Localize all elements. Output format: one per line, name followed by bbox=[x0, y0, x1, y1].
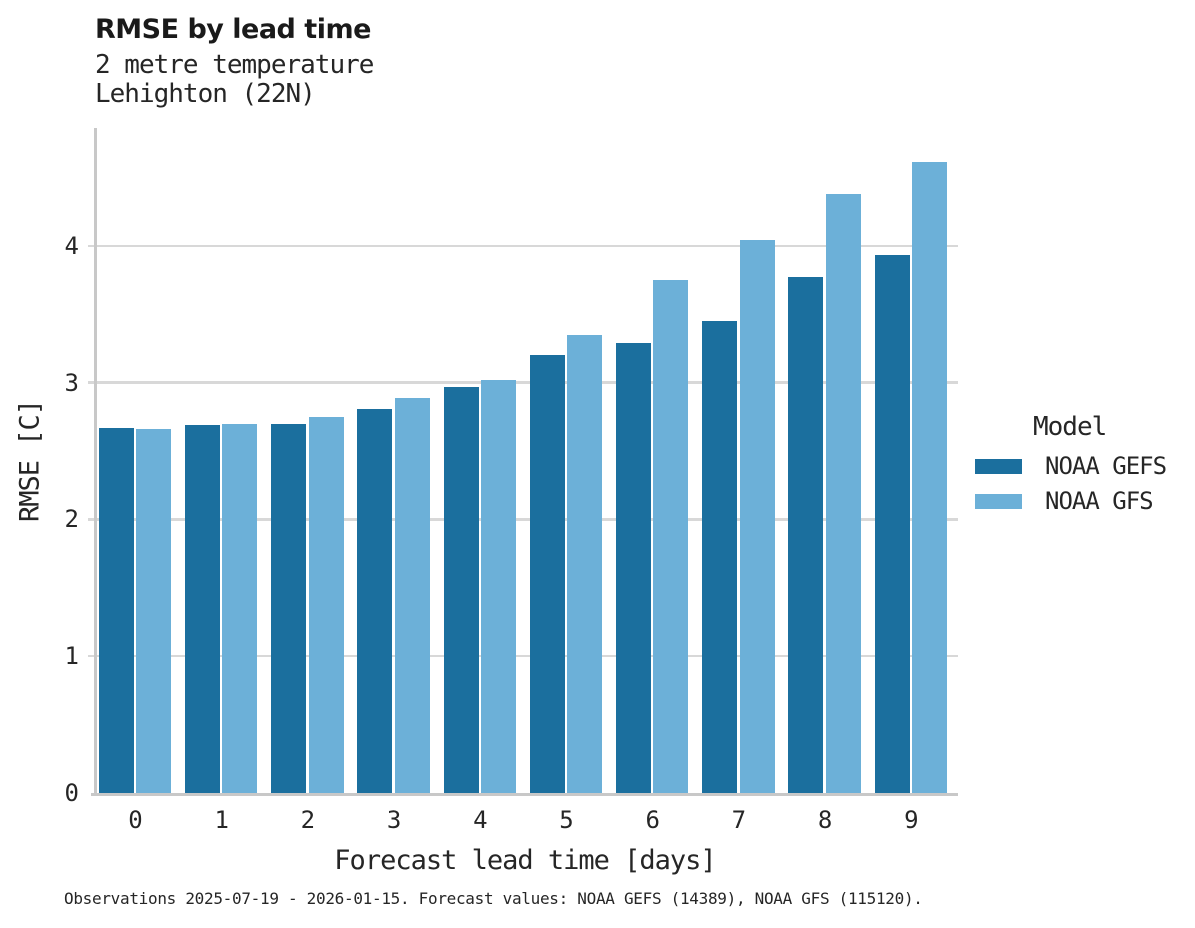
x-tick-label-0: 0 bbox=[128, 806, 142, 834]
bar-noaa-gefs-lead-1 bbox=[184, 425, 220, 793]
bar-noaa-gefs-lead-7 bbox=[702, 321, 738, 793]
bar-noaa-gfs-lead-7 bbox=[739, 240, 775, 793]
bar-noaa-gefs-lead-6 bbox=[615, 342, 651, 793]
gridline-y-1 bbox=[88, 654, 958, 658]
bar-noaa-gfs-lead-8 bbox=[825, 193, 861, 793]
bar-noaa-gfs-lead-1 bbox=[222, 423, 258, 793]
caption: Observations 2025-07-19 - 2026-01-15. Fo… bbox=[64, 889, 923, 908]
legend-entries: NOAA GEFS NOAA GFS bbox=[975, 452, 1195, 515]
bar-noaa-gefs-lead-9 bbox=[874, 255, 910, 793]
y-axis-spine bbox=[94, 128, 97, 796]
legend-swatch-gfs bbox=[975, 493, 1022, 509]
bar-noaa-gefs-lead-0 bbox=[98, 427, 134, 793]
chart-subtitle-variable: 2 metre temperature bbox=[95, 50, 374, 80]
bar-noaa-gefs-lead-8 bbox=[788, 277, 824, 793]
bar-noaa-gfs-lead-6 bbox=[653, 280, 689, 793]
x-tick-label-3: 3 bbox=[386, 806, 401, 834]
x-tick-label-7: 7 bbox=[731, 806, 746, 834]
bar-noaa-gfs-lead-3 bbox=[394, 397, 430, 793]
bar-noaa-gfs-lead-4 bbox=[481, 379, 517, 793]
y-tick-label-1: 1 bbox=[64, 642, 79, 671]
legend-label: NOAA GEFS bbox=[1045, 452, 1167, 480]
bar-noaa-gefs-lead-3 bbox=[357, 408, 393, 793]
gridline-y-4 bbox=[88, 244, 958, 248]
y-tick-label-0: 0 bbox=[64, 779, 79, 807]
legend-entry-noaa-gfs: NOAA GFS bbox=[975, 487, 1195, 515]
bar-noaa-gfs-lead-9 bbox=[912, 162, 948, 793]
x-axis-spine bbox=[91, 793, 958, 796]
gridline-y-3 bbox=[88, 381, 958, 384]
chart-subtitle-station: Lehighton (22N) bbox=[95, 79, 316, 109]
x-tick-label-1: 1 bbox=[214, 806, 228, 834]
x-tick-label-6: 6 bbox=[645, 806, 659, 834]
y-tick-label-2: 2 bbox=[64, 505, 79, 534]
bar-noaa-gefs-lead-2 bbox=[271, 423, 307, 793]
bar-noaa-gefs-lead-5 bbox=[529, 355, 565, 793]
legend-swatch-gefs bbox=[975, 458, 1022, 474]
x-tick-label-4: 4 bbox=[473, 806, 487, 834]
x-tick-label-2: 2 bbox=[300, 806, 315, 834]
x-axis-label: Forecast lead time [days] bbox=[334, 845, 716, 876]
bar-noaa-gfs-lead-2 bbox=[308, 416, 344, 793]
x-tick-label-5: 5 bbox=[559, 806, 573, 834]
bar-noaa-gfs-lead-0 bbox=[136, 429, 172, 793]
chart-title: RMSE by lead time bbox=[95, 14, 371, 45]
legend: Model NOAA GEFS NOAA GFS bbox=[975, 412, 1195, 524]
y-axis-label: RMSE [C] bbox=[14, 399, 46, 523]
legend-label: NOAA GFS bbox=[1045, 487, 1154, 515]
bar-noaa-gefs-lead-4 bbox=[443, 386, 479, 793]
y-tick-label-4: 4 bbox=[64, 231, 79, 260]
y-tick-label-3: 3 bbox=[64, 368, 79, 397]
gridline-y-2 bbox=[88, 518, 958, 521]
legend-entry-noaa-gefs: NOAA GEFS bbox=[975, 452, 1195, 480]
x-tick-label-9: 9 bbox=[904, 806, 918, 834]
x-tick-label-8: 8 bbox=[817, 806, 832, 834]
legend-title: Model bbox=[1033, 412, 1107, 442]
bar-noaa-gfs-lead-5 bbox=[567, 334, 603, 793]
